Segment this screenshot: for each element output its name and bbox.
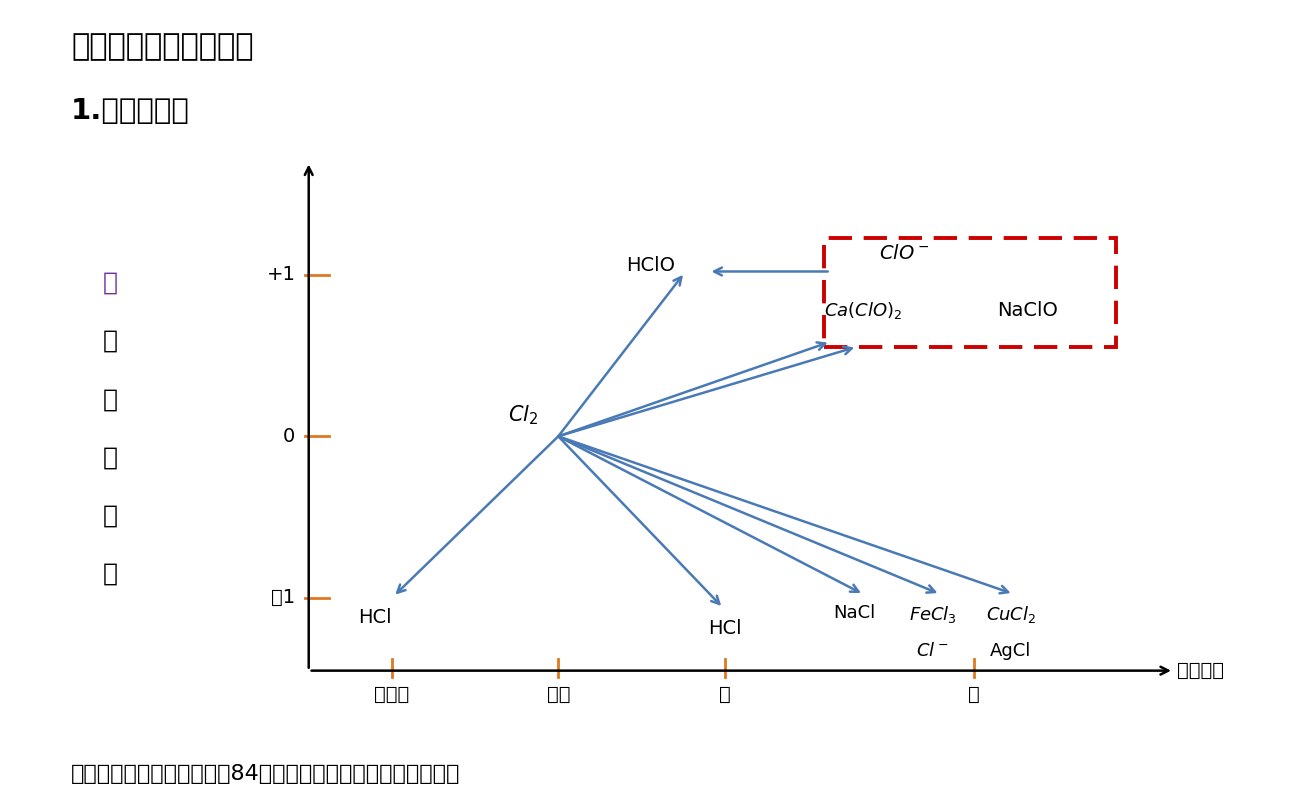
Text: 价: 价	[102, 562, 118, 586]
Text: HCl: HCl	[708, 619, 741, 638]
Text: +1: +1	[267, 265, 295, 284]
Text: $Cl_2$: $Cl_2$	[509, 403, 538, 427]
Text: 化: 化	[102, 445, 118, 469]
Text: $CuCl_2$: $CuCl_2$	[986, 604, 1036, 625]
Text: 洁厕灵（含浓盐酸）不能和84消毒液（有效成分次氯酸钠）混用: 洁厕灵（含浓盐酸）不能和84消毒液（有效成分次氯酸钠）混用	[71, 764, 461, 784]
Text: NaCl: NaCl	[833, 604, 876, 622]
Text: $FeCl_3$: $FeCl_3$	[908, 604, 956, 625]
Text: 素: 素	[102, 387, 118, 411]
Text: 氢化物: 氢化物	[374, 685, 409, 705]
Text: HClO: HClO	[626, 255, 674, 275]
Text: 物质类别: 物质类别	[1178, 661, 1224, 680]
Text: $Ca(ClO)_2$: $Ca(ClO)_2$	[823, 300, 902, 321]
Text: 元: 元	[102, 329, 118, 353]
Text: 酸: 酸	[718, 685, 731, 705]
Text: 0: 0	[283, 427, 295, 446]
Text: 盐: 盐	[968, 685, 980, 705]
Text: 1.价类二维图: 1.价类二维图	[71, 97, 190, 125]
Text: 氯: 氯	[102, 271, 118, 295]
Text: HCl: HCl	[358, 608, 392, 627]
Text: NaClO: NaClO	[996, 301, 1058, 320]
Text: $Cl^-$: $Cl^-$	[916, 642, 949, 659]
Text: 合: 合	[102, 503, 118, 528]
Text: $ClO^-$: $ClO^-$	[879, 244, 929, 263]
Text: －1: －1	[272, 588, 295, 608]
Text: 二、氯元素及其化合物: 二、氯元素及其化合物	[71, 32, 254, 61]
Bar	[824, 238, 1115, 347]
Text: AgCl: AgCl	[990, 642, 1031, 659]
Text: 单质: 单质	[546, 685, 571, 705]
